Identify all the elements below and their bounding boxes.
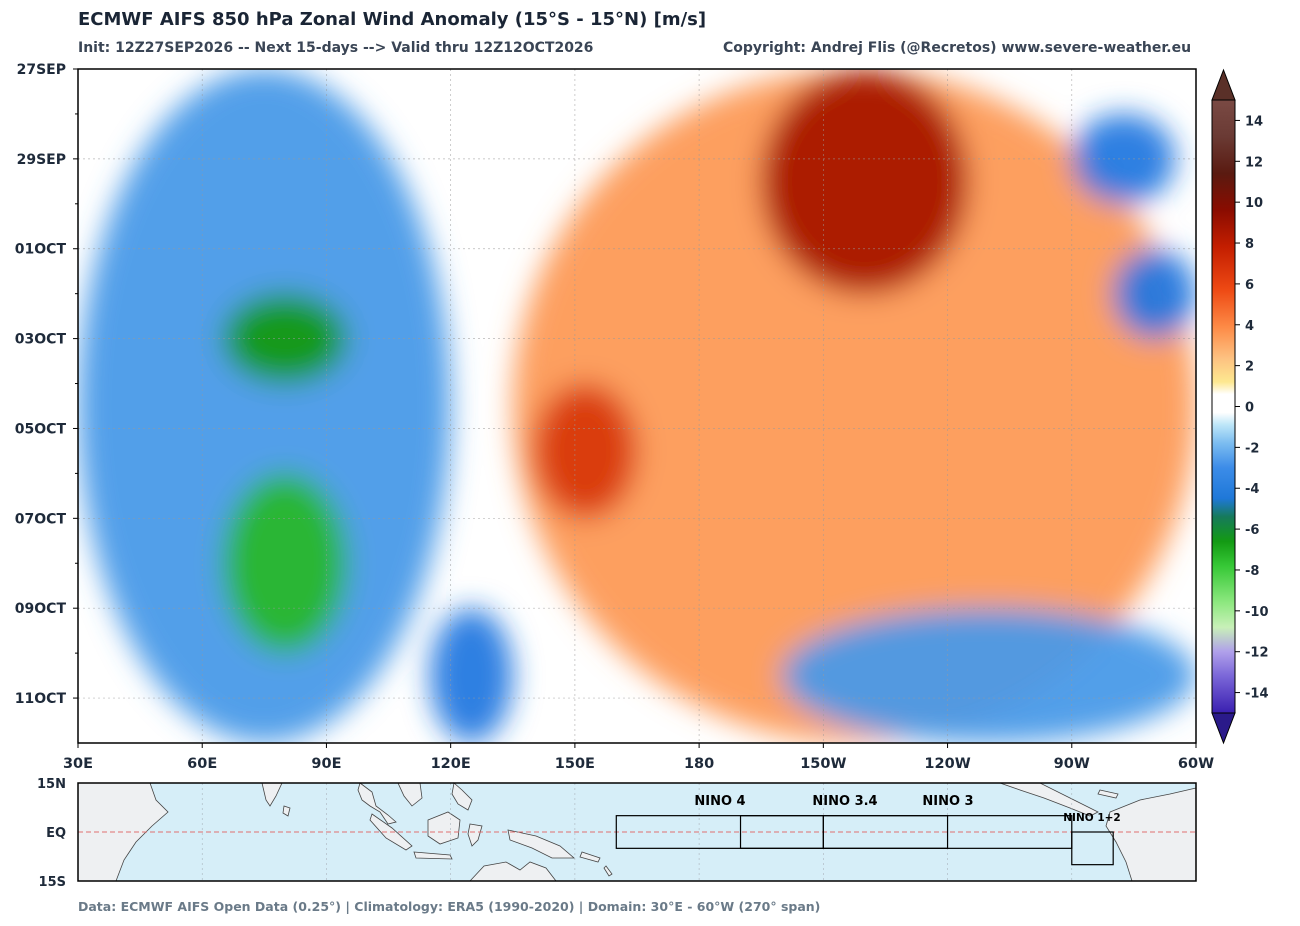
- anomaly-region: [429, 608, 513, 743]
- anomaly-region: [512, 69, 1196, 743]
- colorbar-tick-label: -10: [1245, 605, 1269, 620]
- nino-region-label: NINO 4: [694, 794, 745, 809]
- colorbar-tick-label: -14: [1245, 687, 1269, 702]
- anomaly-region: [1113, 248, 1196, 339]
- map-lat-label: 15S: [39, 875, 66, 890]
- x-tick-label: 180: [684, 756, 714, 772]
- y-tick-label: 09OCT: [15, 601, 67, 617]
- anomaly-region: [222, 293, 348, 384]
- colorbar-tick-label: 14: [1245, 114, 1263, 129]
- map-land-philippines: [451, 782, 473, 811]
- plot-frame: [77, 68, 1197, 744]
- anomaly-region: [222, 473, 348, 654]
- x-tick-label: 90W: [1054, 756, 1090, 772]
- x-tick-label: 60E: [187, 756, 217, 772]
- map-land-newguinea: [507, 829, 576, 859]
- colorbar-tick-label: -6: [1245, 523, 1259, 538]
- x-tick-label: 120E: [431, 756, 471, 772]
- map-land-central-america: [999, 782, 1099, 817]
- y-tick-label: 01OCT: [15, 242, 67, 258]
- colorbar-tick-label: 6: [1245, 278, 1254, 293]
- copyright-text: Copyright: Andrej Flis (@Recretos) www.s…: [723, 40, 1192, 56]
- x-tick-label: 30E: [63, 756, 93, 772]
- map-lat-label: 15N: [37, 777, 66, 792]
- anomaly-region: [781, 608, 1196, 743]
- x-tick-label: 90E: [311, 756, 341, 772]
- y-tick-label: 27SEP: [17, 62, 66, 78]
- map-lat-label: EQ: [46, 826, 66, 841]
- map-land-sulawesi: [467, 823, 483, 847]
- y-tick-label: 11OCT: [15, 691, 67, 707]
- map-ocean: [78, 783, 1196, 881]
- x-tick-label: 150E: [555, 756, 595, 772]
- colorbar: 14 12 10 8 6 4 2 0 -2 -4 -6 -8 -10 -12 -14: [1211, 68, 1269, 745]
- map-land-caribbean: [1097, 789, 1119, 799]
- map-land-java: [413, 851, 453, 860]
- colorbar-tick-label: -12: [1245, 646, 1269, 661]
- nino-region-label: NINO 3.4: [812, 794, 877, 809]
- y-tick-label: 05OCT: [15, 421, 67, 437]
- nino-region-box: [1071, 831, 1114, 866]
- colorbar-tick-label: 0: [1245, 401, 1254, 416]
- anomaly-region: [533, 383, 637, 519]
- x-axis: 30E 60E 90E 120E 150E 180 150W 120W 90W 60W: [63, 743, 1214, 772]
- colorbar-tick-label: 8: [1245, 237, 1254, 252]
- x-tick-label: 150W: [800, 756, 846, 772]
- x-tick-label: 120W: [924, 756, 970, 772]
- nino-region-label: NINO 3: [922, 794, 973, 809]
- chart-subtitle: Init: 12Z27SEP2026 -- Next 15-days --> V…: [78, 40, 594, 56]
- nino-region-label: NINO 1+2: [1063, 812, 1120, 824]
- y-tick-label: 07OCT: [15, 511, 67, 527]
- map-land-borneo: [427, 811, 461, 845]
- data-source-footer: Data: ECMWF AIFS Open Data (0.25°) | Cli…: [78, 899, 821, 914]
- y-axis: 27SEP 29SEP 01OCT 03OCT 05OCT 07OCT 09OCT 11OCT: [15, 62, 78, 707]
- colorbar-extend-bottom: [1211, 712, 1236, 745]
- y-tick-label: 29SEP: [17, 152, 66, 168]
- map-land-seasia: [357, 782, 397, 825]
- map-land-vanuatu: [603, 865, 613, 877]
- colorbar-extend-top: [1211, 68, 1236, 101]
- map-land-solomon: [579, 851, 601, 863]
- y-tick-label: 03OCT: [15, 332, 67, 348]
- colorbar-tick-label: 2: [1245, 360, 1254, 375]
- map-land-srilanka: [282, 805, 291, 817]
- colorbar-tick-label: 10: [1245, 196, 1263, 211]
- map-land-australia: [469, 861, 557, 882]
- colorbar-tick-label: 4: [1245, 319, 1254, 334]
- colorbar-tick-label: -4: [1245, 482, 1259, 497]
- anomaly-field: [78, 69, 1196, 743]
- anomaly-region: [761, 69, 969, 294]
- region-map: NINO 4 NINO 3.4 NINO 3 NINO 1+2 15N EQ 15S: [37, 777, 1197, 890]
- chart-title: ECMWF AIFS 850 hPa Zonal Wind Anomaly (1…: [78, 9, 707, 30]
- map-frame: [77, 782, 1197, 882]
- colorbar-tick-label: 12: [1245, 155, 1263, 170]
- colorbar-tick-label: -8: [1245, 564, 1259, 579]
- colorbar-tick-label: -2: [1245, 441, 1259, 456]
- colorbar-body: [1211, 99, 1236, 714]
- anomaly-region: [78, 69, 451, 743]
- x-tick-label: 60W: [1178, 756, 1214, 772]
